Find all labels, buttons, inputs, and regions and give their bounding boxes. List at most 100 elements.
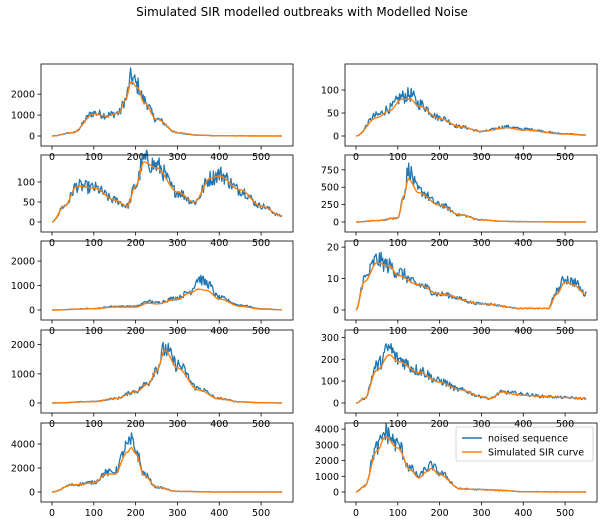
x-tick-label: 300: [472, 238, 490, 249]
x-tick-label: 100: [85, 419, 103, 430]
y-tick-label: 200: [321, 355, 339, 366]
y-tick-label: 10: [327, 274, 339, 285]
noised-sequence-line-6: [355, 251, 587, 311]
x-tick-label: 0: [49, 419, 55, 430]
y-tick-label: 500: [321, 183, 339, 194]
x-tick-label: 400: [514, 508, 532, 519]
legend-label: Simulated SIR curve: [488, 448, 584, 459]
x-tick-label: 500: [252, 152, 270, 163]
x-tick-label: 100: [389, 326, 407, 337]
axes-frame: [40, 154, 294, 233]
y-tick-label: 2000: [11, 464, 35, 475]
y-tick-label: 0: [333, 306, 339, 317]
subplot-1: 0 100 200 300 400 500 0 1000 2000: [11, 63, 294, 163]
x-tick-label: 200: [431, 152, 449, 163]
y-tick-label: 100: [321, 377, 339, 388]
x-tick-label: 400: [210, 326, 228, 337]
sir-curve-line-8: [355, 354, 586, 404]
x-tick-label: 400: [514, 152, 532, 163]
y-tick-label: 2000: [11, 90, 35, 101]
y-tick-label: 3000: [315, 440, 339, 451]
x-tick-label: 100: [85, 152, 103, 163]
y-tick-label: 50: [327, 109, 339, 120]
figure-title: Simulated SIR modelled outbreaks with Mo…: [136, 5, 468, 19]
axes-frame: [344, 63, 598, 147]
x-tick-label: 400: [514, 326, 532, 337]
y-tick-label: 750: [321, 165, 339, 176]
x-tick-label: 0: [353, 238, 359, 249]
y-tick-label: 0: [29, 306, 35, 317]
x-tick-label: 500: [556, 238, 574, 249]
x-tick-label: 500: [556, 326, 574, 337]
y-tick-label: 0: [333, 488, 339, 499]
x-tick-label: 300: [472, 508, 490, 519]
y-tick-label: 1000: [315, 472, 339, 483]
y-tick-label: 20: [327, 243, 339, 254]
y-tick-label: 2000: [11, 257, 35, 268]
y-tick-label: 0: [29, 132, 35, 143]
x-tick-label: 300: [472, 152, 490, 163]
y-tick-label: 50: [23, 198, 35, 209]
axes-frame: [40, 63, 294, 147]
noised-sequence-line-3: [51, 149, 283, 223]
x-tick-label: 200: [431, 326, 449, 337]
x-tick-label: 300: [168, 326, 186, 337]
y-tick-label: 100: [321, 86, 339, 97]
x-tick-label: 300: [168, 419, 186, 430]
x-tick-label: 200: [127, 152, 145, 163]
y-tick-label: 4000: [11, 440, 35, 451]
legend-label: noised sequence: [488, 434, 568, 445]
noised-sequence-line-8: [355, 343, 587, 404]
x-tick-label: 200: [431, 508, 449, 519]
axes-frame: [344, 422, 598, 503]
noised-sequence-line-4: [356, 162, 586, 223]
axes-frame: [344, 240, 598, 321]
x-tick-label: 400: [210, 152, 228, 163]
sir-curve-line-1: [52, 80, 282, 137]
y-tick-label: 0: [29, 399, 35, 410]
y-tick-label: 0: [333, 399, 339, 410]
subplot-7: 0 100 200 300 400 500 0 1000 2000: [11, 329, 294, 430]
y-tick-label: 2000: [11, 340, 35, 351]
x-tick-label: 300: [168, 238, 186, 249]
subplot-6: 0 100 200 300 400 500 0 10 20: [327, 240, 598, 337]
x-tick-label: 300: [472, 326, 490, 337]
axes-frame: [344, 329, 598, 414]
x-tick-label: 500: [252, 508, 270, 519]
subplot-8: 0 100 200 300 400 500 0 100 200 300: [321, 329, 598, 430]
x-tick-label: 300: [472, 419, 490, 430]
sir-curve-line-9: [52, 446, 282, 493]
x-tick-label: 100: [389, 419, 407, 430]
axes-frame: [40, 329, 294, 414]
x-tick-label: 200: [127, 508, 145, 519]
subplot-3: 0 100 200 300 400 500 0 50 100: [17, 149, 294, 249]
x-tick-label: 200: [127, 326, 145, 337]
x-tick-label: 400: [210, 419, 228, 430]
subplot-9: 0 100 200 300 400 500 0 2000 4000: [11, 422, 294, 519]
y-tick-label: 0: [333, 132, 339, 143]
x-tick-label: 0: [49, 326, 55, 337]
x-tick-label: 500: [252, 419, 270, 430]
x-tick-label: 400: [210, 238, 228, 249]
legend-box: [455, 426, 594, 462]
y-tick-label: 0: [29, 488, 35, 499]
x-tick-label: 0: [353, 326, 359, 337]
axes-frame: [40, 240, 294, 321]
x-tick-label: 200: [127, 238, 145, 249]
x-tick-label: 0: [49, 238, 55, 249]
sir-curve-line-4: [356, 178, 586, 223]
y-tick-label: 250: [321, 200, 339, 211]
sir-curve-line-7: [52, 349, 282, 404]
x-tick-label: 200: [431, 238, 449, 249]
x-tick-label: 500: [252, 326, 270, 337]
y-tick-label: 1000: [11, 369, 35, 380]
sir-curve-line-5: [52, 288, 282, 311]
y-tick-label: 2000: [315, 456, 339, 467]
x-tick-label: 0: [353, 152, 359, 163]
x-tick-label: 300: [168, 152, 186, 163]
x-tick-label: 100: [389, 152, 407, 163]
x-tick-label: 100: [389, 508, 407, 519]
y-tick-label: 4000: [315, 425, 339, 436]
